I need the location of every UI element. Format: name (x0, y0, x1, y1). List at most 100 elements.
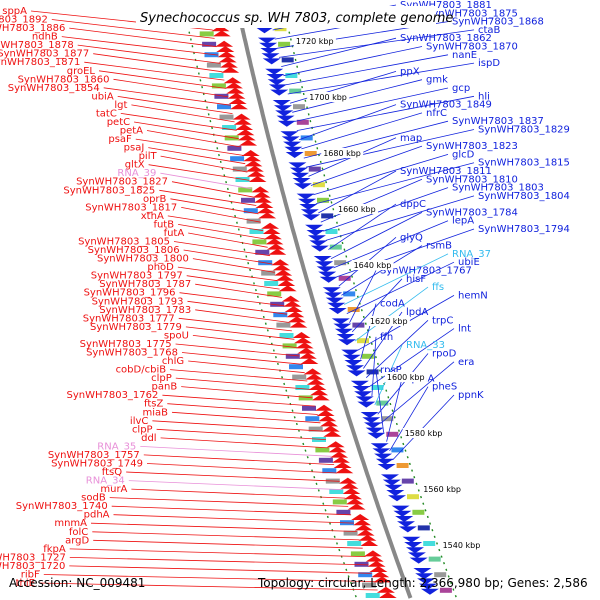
left-gene-label: SynWH7803_1727 (0, 552, 66, 563)
right-leader-line (349, 270, 377, 323)
left-gene-label: ribF (21, 570, 40, 581)
forward-gene-arrow (243, 155, 262, 162)
left-leader-line (131, 488, 346, 499)
reverse-gene-arrow (255, 27, 274, 34)
forward-gene-arrow (266, 243, 285, 250)
feature-block-inner (376, 400, 389, 406)
right-leader-line (375, 370, 384, 433)
reverse-gene-arrow (417, 578, 436, 585)
forward-gene-arrow (215, 40, 234, 47)
left-gene-label: SynWH7803_1877 (0, 49, 89, 60)
reverse-gene-arrow (276, 115, 295, 122)
forward-gene-arrow (330, 451, 349, 458)
reverse-gene-arrow (357, 401, 376, 408)
reverse-gene-arrow (336, 334, 355, 340)
reverse-gene-arrow (285, 152, 304, 158)
right-leader-line (294, 87, 449, 122)
forward-gene-arrow (347, 503, 366, 510)
left-leader-line (175, 377, 310, 390)
right-gene-label: SynWH7803_1804 (478, 191, 570, 202)
forward-gene-arrow (306, 378, 325, 385)
forward-gene-arrow (298, 352, 317, 359)
feature-block-outer (354, 561, 369, 567)
kbp-tick-label: 1560 kbp (423, 485, 461, 494)
right-gene-label: lpdA (406, 307, 428, 318)
left-leader-line (188, 360, 305, 374)
right-gene-label: SynWH7803_1875 (426, 8, 518, 19)
reverse-gene-arrow (419, 583, 437, 590)
left-leader-line (38, 582, 378, 591)
reverse-gene-arrow (338, 339, 356, 346)
reverse-gene-arrow (388, 495, 406, 502)
right-gene-label: rpsP (380, 365, 402, 376)
feature-block-outer (238, 187, 253, 193)
kbp-tick-background (293, 36, 336, 46)
left-leader-line (43, 574, 375, 582)
left-gene-label: SynWH7803_1768 (86, 348, 178, 359)
left-gene-label: phoD (147, 262, 174, 273)
reverse-gene-arrow (324, 292, 343, 299)
left-gene-label: clpP (132, 424, 153, 435)
feature-block-outer (362, 582, 376, 588)
left-gene-label: psaJ (124, 143, 145, 154)
reverse-gene-arrow (397, 521, 415, 528)
reverse-gene-arrow (257, 37, 276, 44)
left-leader-line (113, 78, 229, 98)
left-gene-label: ftsZ (144, 399, 163, 410)
right-leader-line (343, 253, 449, 305)
left-leader-line (178, 317, 292, 332)
title-background (136, 6, 436, 28)
feature-block-inner (361, 353, 374, 359)
feature-block-outer (252, 239, 267, 245)
feature-block-outer (255, 249, 270, 255)
reverse-gene-arrow (310, 245, 329, 252)
reverse-gene-arrow (267, 79, 286, 86)
reverse-gene-arrow (360, 412, 379, 418)
left-gene-label: SynWH7803_1817 (85, 202, 177, 213)
forward-gene-arrow (265, 238, 284, 245)
left-gene-label: SynWH7803_1800 (97, 254, 189, 265)
right-leader-line (313, 154, 449, 196)
forward-gene-arrow (345, 498, 364, 505)
right-leader-line (318, 170, 397, 214)
reverse-gene-arrow (315, 261, 334, 268)
left-leader-line (167, 403, 318, 415)
right-leader-line (371, 336, 377, 397)
left-gene-label: RNA_35 (97, 441, 136, 452)
forward-gene-arrow (376, 586, 395, 593)
reverse-gene-arrow (374, 453, 393, 460)
feature-block-outer (214, 93, 229, 99)
right-gene-label: ppX (400, 66, 420, 77)
feature-block-outer (222, 125, 237, 130)
feature-block-outer (267, 291, 282, 297)
right-gene-label: hisF (406, 274, 426, 285)
forward-gene-arrow (297, 347, 316, 354)
left-gene-label: SynWH7803_1779 (90, 322, 182, 333)
forward-gene-arrow (320, 420, 338, 427)
forward-gene-arrow (262, 228, 281, 234)
right-leader-line (283, 46, 423, 77)
right-gene-label: SynWH7803_1829 (478, 125, 570, 136)
left-leader-line (192, 335, 298, 348)
outer-dotted-border (185, 17, 358, 600)
forward-gene-arrow (323, 430, 342, 437)
right-leader-line (310, 145, 423, 186)
kbp-tick-background (336, 204, 378, 214)
feature-block-outer (365, 593, 380, 598)
left-gene-label: SynWH7803_1775 (80, 339, 172, 350)
feature-block-outer (282, 343, 297, 349)
right-gene-label: SynWH7803_1862 (400, 33, 492, 44)
right-gene-label: pheS (432, 382, 457, 393)
forward-gene-arrow (227, 92, 246, 99)
forward-gene-arrow (284, 306, 303, 312)
right-gene-label: map (400, 133, 422, 144)
left-gene-label: sppA (2, 6, 27, 17)
feature-block-outer (332, 499, 347, 505)
left-gene-label: thiE (16, 578, 35, 589)
left-leader-line (160, 437, 329, 449)
reverse-gene-arrow (261, 53, 280, 60)
right-leader-line (328, 203, 397, 250)
feature-block-inner (300, 135, 313, 141)
forward-gene-arrow (272, 264, 291, 271)
left-gene-label: SynWH7803_1854 (8, 83, 100, 94)
